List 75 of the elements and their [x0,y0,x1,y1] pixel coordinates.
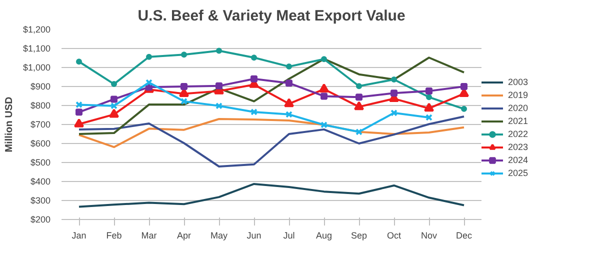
point [426,94,432,100]
point [180,98,188,105]
x-tick-label: May [210,230,228,240]
x-tick-label: Aug [316,230,332,240]
line-series [78,182,465,208]
point [110,102,118,110]
point [390,109,398,116]
y-tick-label: $300 [30,196,51,206]
point [216,82,222,90]
point [251,54,257,61]
legend-label: 2024 [508,155,528,165]
x-tick-label: Oct [387,230,402,240]
legend-label: 2023 [508,142,528,152]
line-series [78,118,465,148]
point [146,79,152,86]
y-tick-label: $900 [30,82,51,92]
point [321,56,327,62]
point [356,128,362,136]
y-tick-label: $1,100 [22,44,51,54]
point [460,83,468,90]
point [181,52,187,58]
point [320,92,328,100]
point [320,121,328,128]
point [250,108,258,116]
point [424,102,434,112]
point [286,64,292,70]
x-tick-label: Sep [350,230,368,240]
x-tick-label: Apr [176,230,192,240]
point [216,48,222,54]
point [319,84,329,92]
line-series [78,56,465,135]
point [391,76,397,82]
point [76,58,82,65]
point [146,54,152,60]
y-tick-label: $800 [30,100,51,110]
line-series [78,116,465,168]
y-axis-title: Million USD [4,96,15,152]
point [354,101,364,110]
point [76,108,82,116]
point [356,83,362,90]
x-tick-label: Feb [106,230,122,240]
x-tick-label: Dec [456,230,472,240]
point [74,118,84,128]
point [250,75,258,82]
legend-label: 2003 [508,77,528,87]
point [180,83,188,90]
x-tick-label: Nov [421,230,438,240]
y-tick-label: $200 [30,214,51,224]
point [111,81,117,88]
x-tick-label: Mar [141,230,157,240]
point [110,96,118,103]
point [461,106,467,112]
point [109,108,119,118]
y-tick-label: $1,000 [22,62,51,72]
point [284,98,294,108]
point [216,102,222,110]
y-tick-label: $600 [30,138,51,148]
x-tick-label: Jan [72,230,86,240]
y-tick-label: $500 [30,158,51,168]
point [390,90,398,97]
legend-label: 2022 [508,129,528,139]
legend-label: 2025 [508,168,528,178]
legend-label: 2021 [508,116,528,126]
point [426,88,432,95]
point [286,110,292,118]
x-tick-label: Jun [246,230,262,240]
point [286,80,292,87]
chart-title: U.S. Beef & Variety Meat Export Value [138,8,406,24]
x-tick-label: Jul [283,230,295,240]
legend-label: 2020 [508,103,528,113]
point [356,94,362,101]
y-tick-label: $400 [30,176,51,186]
y-tick-label: $700 [30,120,51,130]
y-tick-label: $1,200 [22,24,51,34]
legend-label: 2019 [508,90,528,100]
